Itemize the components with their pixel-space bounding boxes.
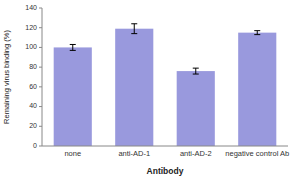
x-tick-label: anti-AD-2 — [180, 149, 212, 158]
error-bar — [131, 24, 137, 34]
error-cap — [131, 33, 137, 34]
error-stem — [257, 31, 258, 35]
x-axis: none anti-AD-1 anti-AD-2 negative control A… — [64, 149, 289, 158]
chart: 0 20 40 60 80 100 120 140 none anti-AD-1 anti-AD-2… — [0, 0, 300, 180]
y-axis: 0 20 40 60 80 100 120 140 — [25, 4, 42, 149]
x-axis-title: Antibody — [147, 166, 184, 176]
bar — [238, 33, 276, 146]
x-axis-line — [42, 146, 288, 147]
error-cap — [131, 23, 137, 24]
error-bar — [193, 68, 199, 74]
x-tick-label: none — [64, 149, 81, 158]
error-bar — [70, 44, 76, 50]
bar — [177, 71, 215, 146]
x-tick-label: negative control Ab — [225, 149, 289, 158]
bar — [115, 29, 153, 146]
error-cap — [254, 34, 260, 35]
bar — [54, 47, 92, 146]
y-axis-title: Remaining virus binding (%) — [2, 30, 11, 124]
error-stem — [195, 68, 196, 74]
error-cap — [70, 50, 76, 51]
y-tick-label: 60 — [29, 83, 37, 90]
y-tick-label: 120 — [25, 24, 37, 31]
error-cap — [254, 30, 260, 31]
error-cap — [193, 68, 199, 69]
x-tick-label: anti-AD-1 — [118, 149, 150, 158]
error-stem — [134, 24, 135, 34]
plot-area — [54, 24, 277, 146]
y-tick-label: 80 — [29, 63, 37, 70]
y-axis-line — [42, 8, 43, 146]
y-tick-label: 0 — [33, 142, 37, 149]
y-tick-label: 20 — [29, 122, 37, 129]
error-cap — [193, 74, 199, 75]
y-tick-label: 100 — [25, 43, 37, 50]
error-stem — [72, 44, 73, 50]
y-tick-label: 40 — [29, 102, 37, 109]
y-tick-label: 140 — [25, 4, 37, 11]
error-bar — [254, 31, 260, 35]
chart-container: 0 20 40 60 80 100 120 140 none anti-AD-1 anti-AD-2… — [0, 0, 300, 180]
error-cap — [70, 44, 76, 45]
